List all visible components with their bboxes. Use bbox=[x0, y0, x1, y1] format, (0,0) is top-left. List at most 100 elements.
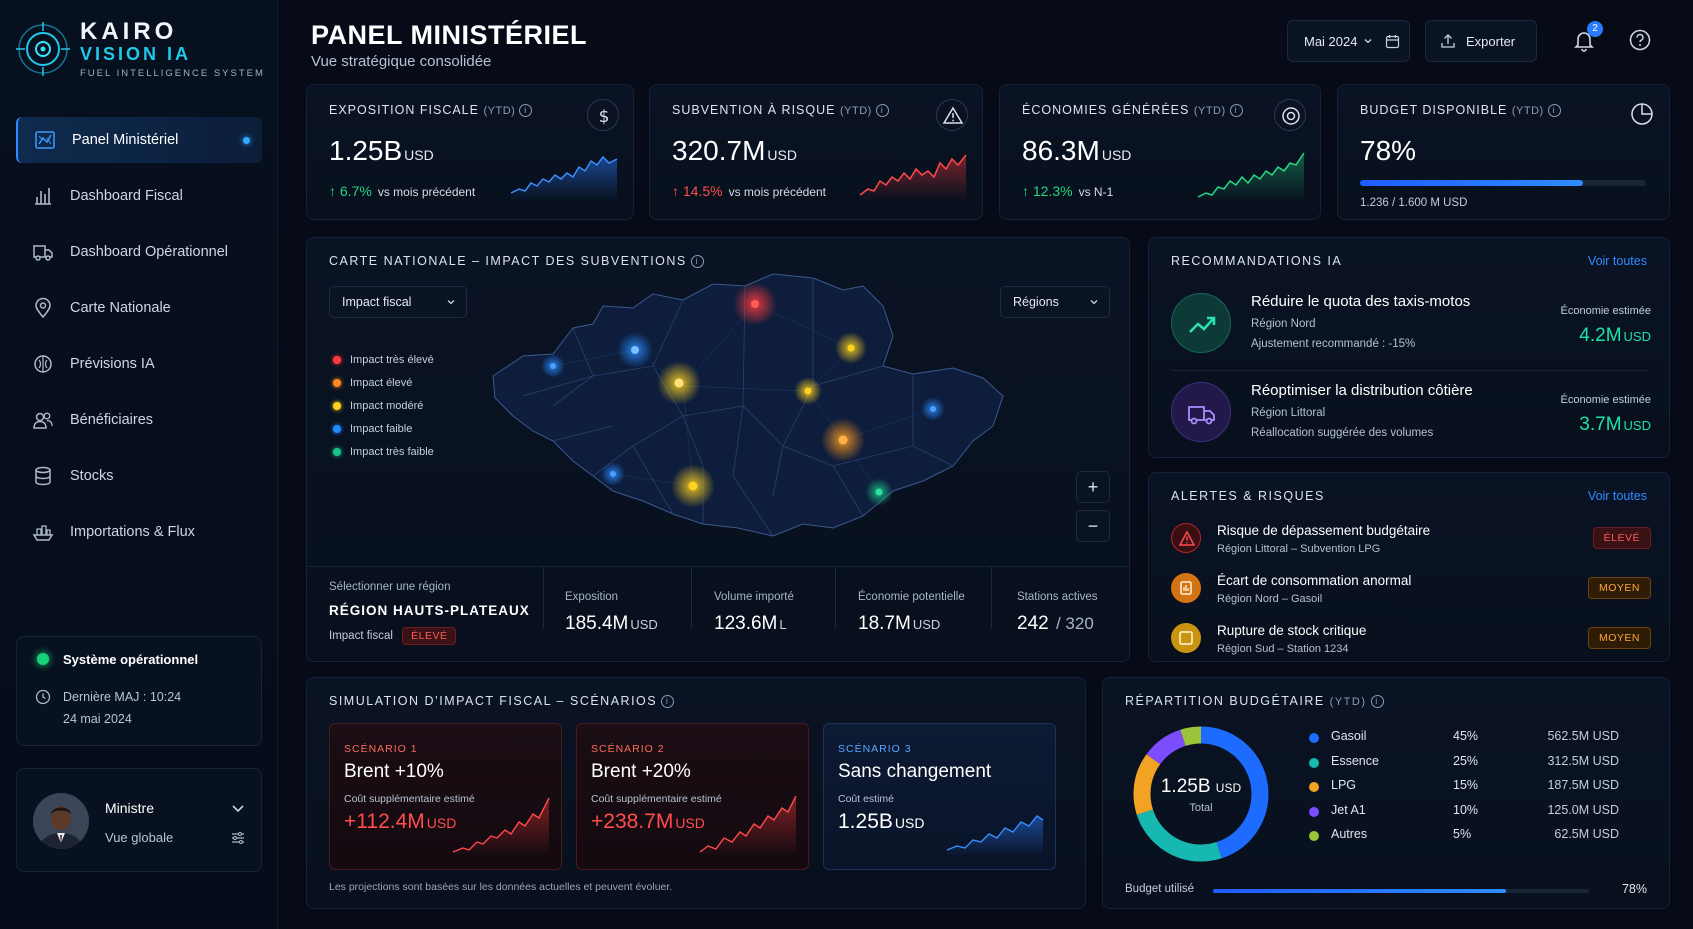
sidebar-item-importations-flux[interactable]: Importations & Flux bbox=[16, 509, 262, 555]
system-status: Système opérationnel bbox=[63, 652, 199, 667]
pie-icon bbox=[1631, 103, 1653, 125]
donut-slice-autres[interactable] bbox=[1133, 726, 1269, 862]
sidebar-item-carte-nationale[interactable]: Carte Nationale bbox=[16, 285, 262, 331]
impact-badge: ÉLEVÉ bbox=[402, 627, 457, 645]
sidebar-item-stocks[interactable]: Stocks bbox=[16, 453, 262, 499]
scenario-card-1[interactable]: SCÉNARIO 1 Brent +10% Coût supplémentair… bbox=[329, 723, 562, 870]
sparkline bbox=[699, 795, 797, 856]
alerts-title: ALERTES & RISQUES bbox=[1171, 489, 1325, 503]
national-map[interactable] bbox=[483, 266, 1013, 556]
sidebar-item-dashboard-fiscal[interactable]: Dashboard Fiscal bbox=[16, 173, 262, 219]
sidebar-item-previsions-ia[interactable]: Prévisions IA bbox=[16, 341, 262, 387]
category-percent: 15% bbox=[1453, 778, 1479, 792]
system-status-card: Système opérationnel Dernière MAJ : 10:2… bbox=[16, 636, 262, 746]
donut-slice-essence[interactable] bbox=[1133, 726, 1269, 862]
map-icon bbox=[35, 131, 55, 149]
info-icon[interactable]: i bbox=[1229, 104, 1243, 118]
bell-icon[interactable] bbox=[1572, 28, 1596, 52]
sparkline bbox=[452, 797, 550, 856]
simulation-footnote: Les projections sont basées sur les donn… bbox=[329, 881, 673, 893]
category-name: Essence bbox=[1331, 753, 1379, 768]
kpi-label: BUDGET DISPONIBLE (YTD) i bbox=[1360, 103, 1561, 118]
location-pin-icon bbox=[35, 297, 51, 319]
brand-name: KAIRO bbox=[80, 18, 178, 45]
user-name: Ministre bbox=[105, 800, 155, 816]
sidebar-item-panel-ministeriel[interactable]: Panel Ministériel bbox=[16, 117, 262, 163]
bar-chart-icon bbox=[35, 188, 51, 205]
donut-slice-lpg[interactable] bbox=[1133, 726, 1269, 862]
divider bbox=[835, 566, 836, 628]
legend-swatch bbox=[1309, 782, 1319, 792]
eye-target-icon bbox=[16, 22, 70, 76]
alert-title: Rupture de stock critique bbox=[1217, 623, 1367, 638]
sidebar-item-label: Panel Ministériel bbox=[72, 132, 179, 148]
recommendation-item[interactable]: Réoptimiser la distribution côtière Régi… bbox=[1171, 378, 1651, 450]
stat-economie: Économie potentielle 18.7M USD bbox=[858, 591, 965, 634]
svg-text:$: $ bbox=[599, 107, 610, 127]
kpi-card-subvention: SUBVENTION À RISQUE (YTD) i 320.7M USD ↑ 1… bbox=[649, 84, 983, 220]
budget-legend-item: Essence 25% 312.5M USD bbox=[1309, 753, 1619, 773]
sidebar-item-label: Dashboard Fiscal bbox=[70, 188, 183, 204]
info-icon[interactable]: i bbox=[1547, 104, 1561, 118]
divider bbox=[543, 566, 544, 628]
recommendation-item[interactable]: Réduire le quota des taxis-motos Région … bbox=[1171, 289, 1651, 361]
active-indicator bbox=[243, 137, 250, 144]
estimate-label: Économie estimée bbox=[1560, 305, 1652, 317]
user-card[interactable]: Ministre Vue globale bbox=[16, 768, 262, 872]
brand-logo[interactable]: KAIRO VISION IA FUEL INTELLIGENCE SYSTEM bbox=[16, 18, 266, 80]
database-icon bbox=[35, 466, 51, 486]
period-value: Mai 2024 bbox=[1304, 33, 1358, 49]
target-icon bbox=[1274, 99, 1306, 131]
info-icon[interactable]: i bbox=[661, 695, 675, 709]
period-select[interactable]: Mai 2024 bbox=[1287, 20, 1410, 62]
alerts-see-all-link[interactable]: Voir toutes bbox=[1587, 489, 1647, 503]
category-amount: 312.5M USD bbox=[1547, 753, 1619, 768]
budget-used-track bbox=[1213, 889, 1589, 893]
budget-panel: RÉPARTITION BUDGÉTAIRE (YTD) i 1.25B USD … bbox=[1102, 677, 1670, 909]
legend-swatch bbox=[1309, 733, 1319, 743]
scenario-card-3[interactable]: SCÉNARIO 3 Sans changement Coût estimé 1… bbox=[823, 723, 1056, 870]
recommendations-see-all-link[interactable]: Voir toutes bbox=[1587, 254, 1647, 268]
truck-icon bbox=[1171, 382, 1231, 442]
estimate-value: 3.7M USD bbox=[1579, 414, 1651, 435]
selected-region[interactable]: RÉGION HAUTS-PLATEAUX bbox=[329, 603, 530, 618]
chevron-down-icon[interactable] bbox=[231, 801, 245, 815]
category-amount: 187.5M USD bbox=[1547, 778, 1619, 792]
category-name: Gasoil bbox=[1331, 729, 1367, 743]
alert-item[interactable]: Risque de dépassement budgétaire Région … bbox=[1171, 519, 1651, 565]
scenario-card-2[interactable]: SCÉNARIO 2 Brent +20% Coût supplémentair… bbox=[576, 723, 809, 870]
budget-donut-chart[interactable] bbox=[1129, 722, 1273, 866]
severity-badge: MOYEN bbox=[1587, 627, 1651, 649]
simulation-title: SIMULATION D’IMPACT FISCAL – SCÉNARIOS i bbox=[329, 694, 675, 709]
severity-badge: ÉLEVÉ bbox=[1592, 527, 1651, 549]
zoom-out-button[interactable]: − bbox=[1076, 510, 1110, 542]
scenario-tag: SCÉNARIO 1 bbox=[344, 743, 418, 755]
kpi-label: ÉCONOMIES GÉNÉRÉES (YTD) i bbox=[1022, 103, 1243, 118]
page-subtitle: Vue stratégique consolidée bbox=[311, 53, 492, 70]
scenario-title: Brent +20% bbox=[591, 761, 691, 782]
export-button[interactable]: Exporter bbox=[1425, 20, 1537, 62]
recommendations-panel: RECOMMANDATIONS IA Voir toutes Réduire l… bbox=[1148, 237, 1670, 458]
zoom-in-button[interactable]: + bbox=[1076, 471, 1110, 503]
map-filter-select[interactable]: Impact fiscal bbox=[329, 286, 467, 318]
help-icon[interactable] bbox=[1629, 29, 1651, 51]
legend-item: Impact modéré bbox=[333, 394, 434, 417]
map-scope-select[interactable]: Régions bbox=[1000, 286, 1110, 318]
info-icon[interactable]: i bbox=[1370, 695, 1384, 709]
info-icon[interactable]: i bbox=[875, 104, 889, 118]
recommendation-detail: Ajustement recommandé : -15% bbox=[1251, 338, 1416, 350]
sliders-icon[interactable] bbox=[231, 831, 245, 845]
info-icon[interactable]: i bbox=[519, 104, 533, 118]
last-update: Dernière MAJ : 10:24 bbox=[63, 690, 182, 704]
chevron-down-icon bbox=[447, 300, 455, 305]
alert-item[interactable]: Écart de consommation anormal Région Nor… bbox=[1171, 569, 1651, 615]
simulation-panel: SIMULATION D’IMPACT FISCAL – SCÉNARIOS i … bbox=[306, 677, 1086, 909]
sidebar-item-dashboard-operationnel[interactable]: Dashboard Opérationnel bbox=[16, 229, 262, 275]
sidebar-item-beneficiaires[interactable]: Bénéficiaires bbox=[16, 397, 262, 443]
scenario-tag: SCÉNARIO 2 bbox=[591, 743, 665, 755]
info-icon[interactable]: i bbox=[690, 255, 704, 269]
alert-item[interactable]: Rupture de stock critique Région Sud – S… bbox=[1171, 619, 1651, 665]
legend-item: Impact élevé bbox=[333, 371, 434, 394]
legend-item: Impact très élevé bbox=[333, 348, 434, 371]
alerts-panel: ALERTES & RISQUES Voir toutes Risque de … bbox=[1148, 472, 1670, 662]
